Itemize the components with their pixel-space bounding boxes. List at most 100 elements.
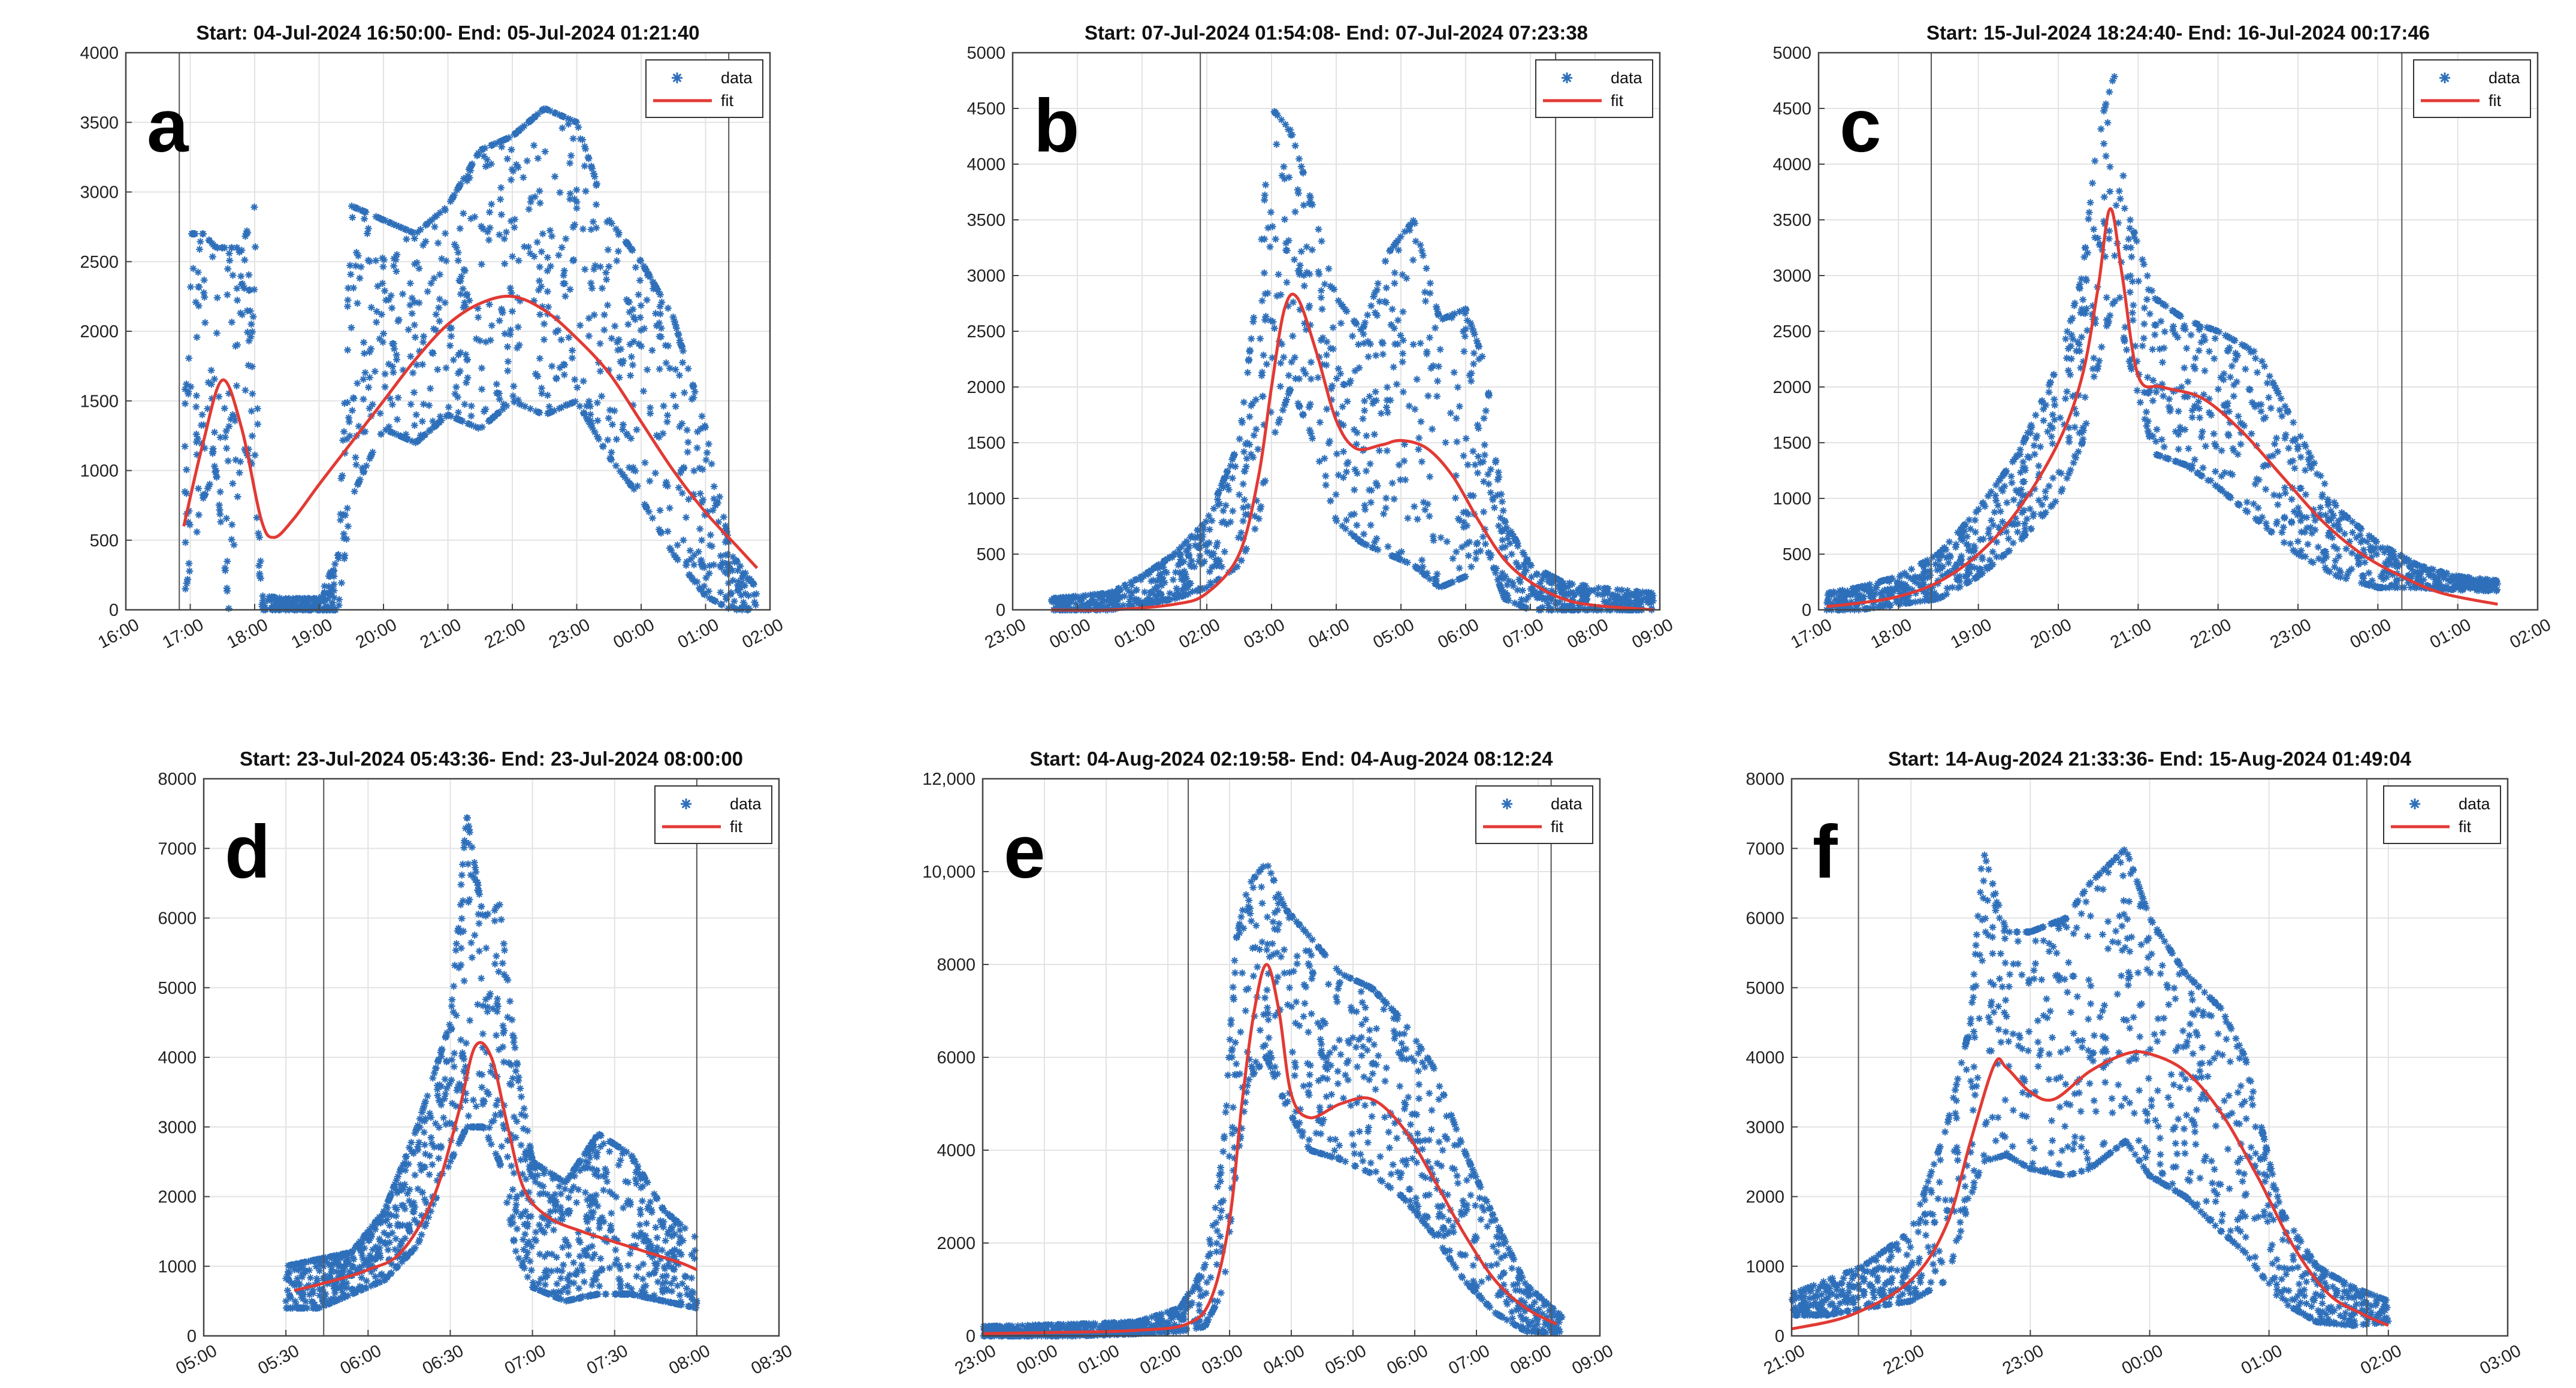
data-point	[1975, 570, 1983, 577]
data-point	[636, 277, 644, 285]
data-point	[238, 311, 246, 319]
data-point	[1421, 288, 1429, 296]
data-point	[243, 307, 251, 315]
data-point	[321, 597, 328, 604]
data-point	[2281, 434, 2289, 442]
data-point	[1388, 552, 1396, 560]
data-point	[343, 1253, 351, 1261]
data-point	[1482, 407, 1490, 415]
data-point	[1967, 525, 1974, 533]
data-point	[2200, 332, 2207, 340]
data-point	[675, 371, 683, 379]
data-point	[397, 1240, 405, 1248]
data-point	[2373, 551, 2381, 558]
data-point	[267, 593, 275, 601]
data-point	[1342, 525, 1349, 533]
data-point	[640, 262, 648, 270]
data-point	[569, 135, 577, 143]
data-point	[566, 159, 574, 167]
data-point	[2301, 441, 2309, 449]
data-point	[1056, 594, 1064, 602]
data-point	[2448, 585, 2456, 593]
data-point	[488, 322, 496, 329]
data-point	[1418, 556, 1426, 564]
data-point	[1306, 400, 1314, 408]
data-point	[1083, 603, 1091, 610]
data-point	[1929, 595, 1937, 603]
y-tick-label: 3500	[967, 211, 1005, 230]
data-point	[1409, 256, 1417, 264]
data-point	[355, 1263, 363, 1271]
data-point	[372, 257, 380, 265]
data-point	[415, 299, 423, 307]
data-point	[1099, 595, 1107, 603]
data-point	[335, 601, 343, 609]
data-point	[1515, 601, 1523, 609]
data-point	[1837, 594, 1845, 601]
data-point	[1149, 576, 1157, 584]
data-point	[376, 410, 384, 418]
data-point	[1203, 548, 1211, 556]
data-point	[1382, 504, 1390, 512]
data-point	[563, 1275, 571, 1283]
data-point	[472, 868, 480, 876]
data-point	[2198, 472, 2206, 480]
data-point	[457, 901, 464, 909]
data-point	[1510, 533, 1518, 540]
data-point	[609, 1190, 617, 1198]
data-point	[1632, 603, 1639, 611]
data-point	[422, 1115, 430, 1123]
data-point	[475, 911, 482, 918]
data-point	[608, 219, 615, 227]
data-point	[482, 162, 490, 170]
data-point	[417, 431, 425, 439]
data-point	[560, 271, 567, 279]
data-point	[1453, 438, 1461, 446]
data-point	[2327, 528, 2335, 536]
data-point	[1195, 558, 1203, 566]
data-point	[1368, 543, 1376, 551]
data-point	[453, 186, 461, 194]
data-point	[2332, 571, 2340, 579]
data-point	[195, 302, 203, 310]
data-point	[1307, 358, 1315, 366]
data-point	[2414, 568, 2421, 576]
data-point	[2027, 423, 2034, 431]
data-point	[1986, 557, 1994, 564]
data-point	[2127, 362, 2134, 370]
data-point	[1249, 318, 1257, 326]
data-point	[325, 583, 333, 591]
data-point	[702, 574, 710, 582]
data-point	[1442, 313, 1450, 321]
data-point	[2073, 347, 2080, 355]
data-point	[325, 603, 333, 611]
data-point	[1245, 357, 1252, 365]
data-point	[1278, 340, 1286, 348]
data-point	[408, 294, 416, 302]
data-point	[1177, 543, 1185, 551]
data-point	[237, 273, 245, 280]
data-point	[1575, 601, 1583, 609]
data-point	[1240, 496, 1248, 504]
data-point	[1630, 600, 1638, 608]
data-point	[187, 283, 195, 291]
data-point	[255, 562, 263, 570]
data-point	[546, 226, 554, 234]
data-point	[2309, 506, 2317, 513]
data-point	[1267, 208, 1275, 216]
data-point	[666, 504, 674, 512]
data-point	[1895, 582, 1903, 589]
data-point	[2368, 577, 2376, 585]
data-point	[2307, 524, 2315, 531]
data-point	[2067, 466, 2074, 474]
data-point	[208, 395, 216, 403]
data-point	[1186, 580, 1194, 588]
data-point	[1432, 580, 1440, 588]
data-point	[655, 525, 663, 533]
data-point	[561, 1236, 569, 1244]
data-point	[2047, 433, 2055, 440]
data-point	[1206, 568, 1213, 576]
data-point	[615, 374, 623, 382]
data-point	[2106, 188, 2114, 195]
data-point	[2049, 474, 2057, 482]
